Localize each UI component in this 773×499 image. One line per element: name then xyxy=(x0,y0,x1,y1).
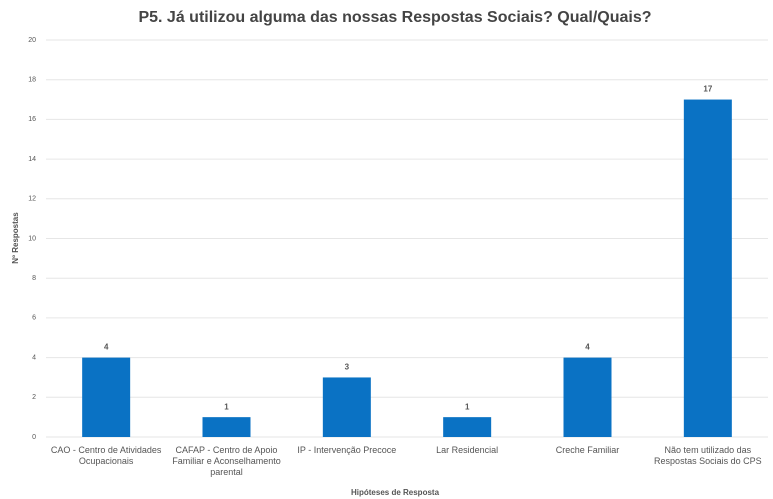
data-label: 3 xyxy=(345,363,350,372)
x-axis-label: Hipóteses de Resposta xyxy=(351,488,440,497)
x-tick-label: Não tem utilizado das Respostas Sociais … xyxy=(654,445,762,466)
x-tick-label: Lar Residencial xyxy=(436,445,499,455)
y-tick-label: 16 xyxy=(28,116,36,123)
y-tick-label: 10 xyxy=(28,235,36,242)
y-tick-label: 2 xyxy=(32,394,36,401)
y-tick-label: 4 xyxy=(32,354,36,361)
bar xyxy=(443,417,492,437)
x-tick-label: CAFAP - Centro de Apoio Familiar e Acons… xyxy=(172,445,281,477)
x-tick-label: CAO - Centro de Atividades Ocupacionais xyxy=(50,445,162,466)
bar xyxy=(82,357,131,437)
y-tick-label: 20 xyxy=(28,37,36,44)
chart-title: P5. Já utilizou alguma das nossas Respos… xyxy=(138,9,651,26)
y-tick-label: 18 xyxy=(28,77,36,84)
y-axis-label: Nº Respostas xyxy=(11,212,20,264)
y-tick-label: 6 xyxy=(32,315,36,322)
x-tick-label: IP - Intervenção Precoce xyxy=(297,445,397,455)
data-label: 1 xyxy=(224,402,229,411)
y-tick-label: 12 xyxy=(28,196,36,203)
x-tick-label: Creche Familiar xyxy=(555,445,620,455)
bar xyxy=(683,99,732,438)
bar xyxy=(563,357,612,437)
y-tick-label: 14 xyxy=(28,156,36,163)
bar xyxy=(322,377,371,437)
y-tick-label: 0 xyxy=(32,434,36,441)
data-label: 17 xyxy=(703,85,712,94)
y-tick-label: 8 xyxy=(32,275,36,282)
data-label: 4 xyxy=(585,343,590,352)
bar xyxy=(202,417,251,437)
data-label: 1 xyxy=(465,402,470,411)
data-label: 4 xyxy=(104,343,109,352)
